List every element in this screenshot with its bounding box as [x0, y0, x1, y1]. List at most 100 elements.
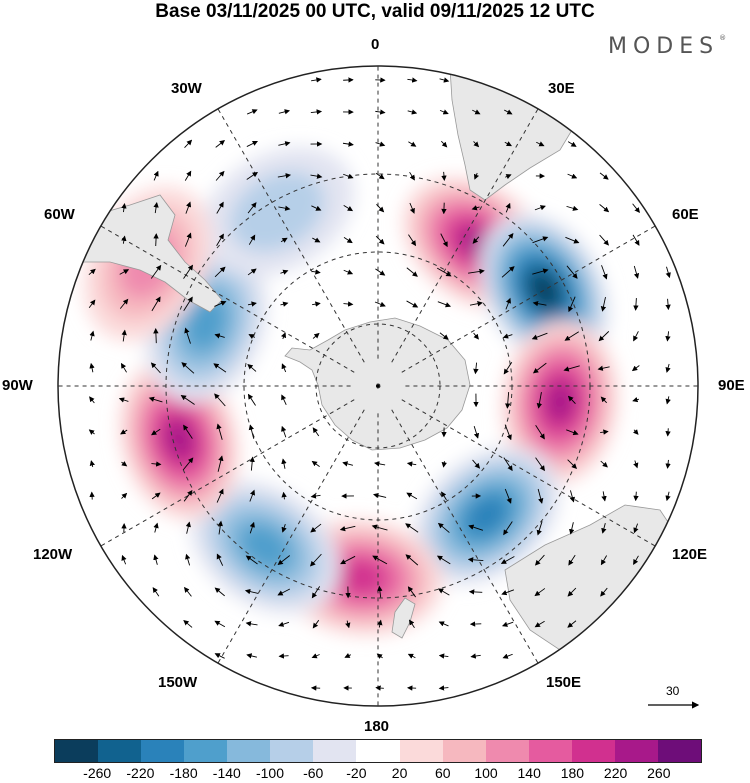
wind-vector [121, 329, 127, 342]
wind-vector [213, 363, 227, 373]
wind-vector [150, 264, 162, 279]
wind-vector [342, 461, 354, 467]
wind-vector [217, 520, 223, 535]
lon-label-60w: 60W [44, 206, 75, 223]
wind-vector [632, 234, 640, 246]
wind-vector [153, 522, 159, 533]
wind-vector [409, 171, 415, 181]
lon-label-150w: 150W [158, 674, 198, 691]
wind-vector [504, 109, 513, 115]
wind-vector [633, 331, 639, 342]
wind-vector [568, 554, 576, 566]
wind-vector [343, 301, 354, 307]
wind-vector [468, 589, 483, 595]
wind-vector [344, 652, 352, 658]
wind-vector [373, 492, 387, 499]
wind-vector [597, 365, 610, 371]
wind-vector [216, 201, 224, 214]
wind-vector [310, 173, 323, 179]
colorbar-tick-label: 140 [517, 765, 541, 781]
wind-vector [247, 268, 257, 276]
wind-vector [278, 109, 291, 115]
colorbar-swatch [442, 740, 486, 762]
wind-vector [309, 553, 322, 567]
wind-vector [503, 457, 513, 472]
wind-vector [121, 554, 127, 565]
wind-vector [89, 330, 95, 341]
wind-vector [600, 460, 608, 468]
south-pole-marker [375, 383, 381, 389]
wind-vector [501, 621, 514, 627]
lon-label-120w: 120W [33, 546, 73, 563]
lon-label-30e: 30E [548, 80, 575, 97]
wind-vector [119, 298, 129, 309]
wind-vector [567, 459, 578, 469]
wind-vector [248, 334, 256, 340]
wind-vector [566, 265, 578, 279]
wind-vector [281, 491, 287, 500]
wind-vector [407, 77, 418, 83]
wind-vector [339, 525, 356, 532]
meridian-line [100, 225, 355, 373]
wind-vector [119, 269, 130, 275]
wind-vector [438, 653, 449, 659]
wind-vector [345, 620, 351, 629]
wind-vector [564, 331, 579, 341]
wind-vector [633, 298, 639, 311]
wind-vector [372, 555, 388, 565]
wind-vector [249, 456, 255, 471]
wind-vector [375, 172, 385, 180]
wind-vector [375, 141, 386, 147]
wind-vector [631, 365, 640, 372]
colorbar-tick-label: 100 [474, 765, 498, 781]
wind-vector [342, 141, 354, 147]
wind-vector [536, 392, 543, 409]
wind-vector [504, 424, 512, 441]
wind-vector [504, 488, 512, 504]
wind-vector [600, 396, 608, 404]
wind-vector [247, 301, 257, 307]
wind-vector [601, 491, 607, 502]
wind-vector [407, 653, 416, 659]
wind-vector [245, 555, 258, 565]
wind-vector [377, 619, 383, 628]
wind-vector [184, 170, 192, 181]
wind-vector [469, 301, 483, 307]
wind-vector [665, 491, 671, 502]
wind-vector [569, 522, 575, 535]
wind-vector [375, 235, 385, 245]
wind-vector [281, 394, 287, 406]
wind-vector [440, 140, 448, 148]
reference-vector-label: 30 [666, 684, 680, 698]
wind-vector [409, 619, 415, 628]
wind-vector [439, 77, 450, 83]
colorbar-swatch [399, 740, 443, 762]
wind-vector [599, 172, 609, 180]
wind-vector [151, 461, 162, 467]
wind-vector [406, 267, 418, 277]
wind-vector [214, 266, 226, 278]
colorbar-swatch [356, 740, 400, 762]
wind-vector [312, 427, 320, 437]
wind-vector [376, 653, 383, 659]
lon-label-90w: 90W [2, 377, 33, 394]
wind-vector [472, 236, 480, 244]
wind-vector [246, 171, 259, 180]
meridian-line [391, 409, 539, 664]
wind-vector [311, 586, 321, 599]
wind-vector [311, 77, 322, 83]
wind-vector [405, 523, 419, 533]
wind-vector [566, 205, 579, 211]
wind-vector [248, 424, 255, 439]
wind-vector [438, 685, 449, 691]
colorbar-swatch [270, 740, 314, 762]
wind-vector [505, 202, 511, 213]
wind-vector [121, 235, 127, 244]
wind-vector [568, 296, 576, 313]
wind-vector [184, 232, 192, 247]
wind-vector [601, 523, 607, 534]
wind-vector [437, 588, 450, 596]
lon-label-90e: 90E [718, 377, 745, 394]
wind-vector [148, 396, 163, 403]
colorbar-tick-label: -140 [212, 765, 241, 781]
